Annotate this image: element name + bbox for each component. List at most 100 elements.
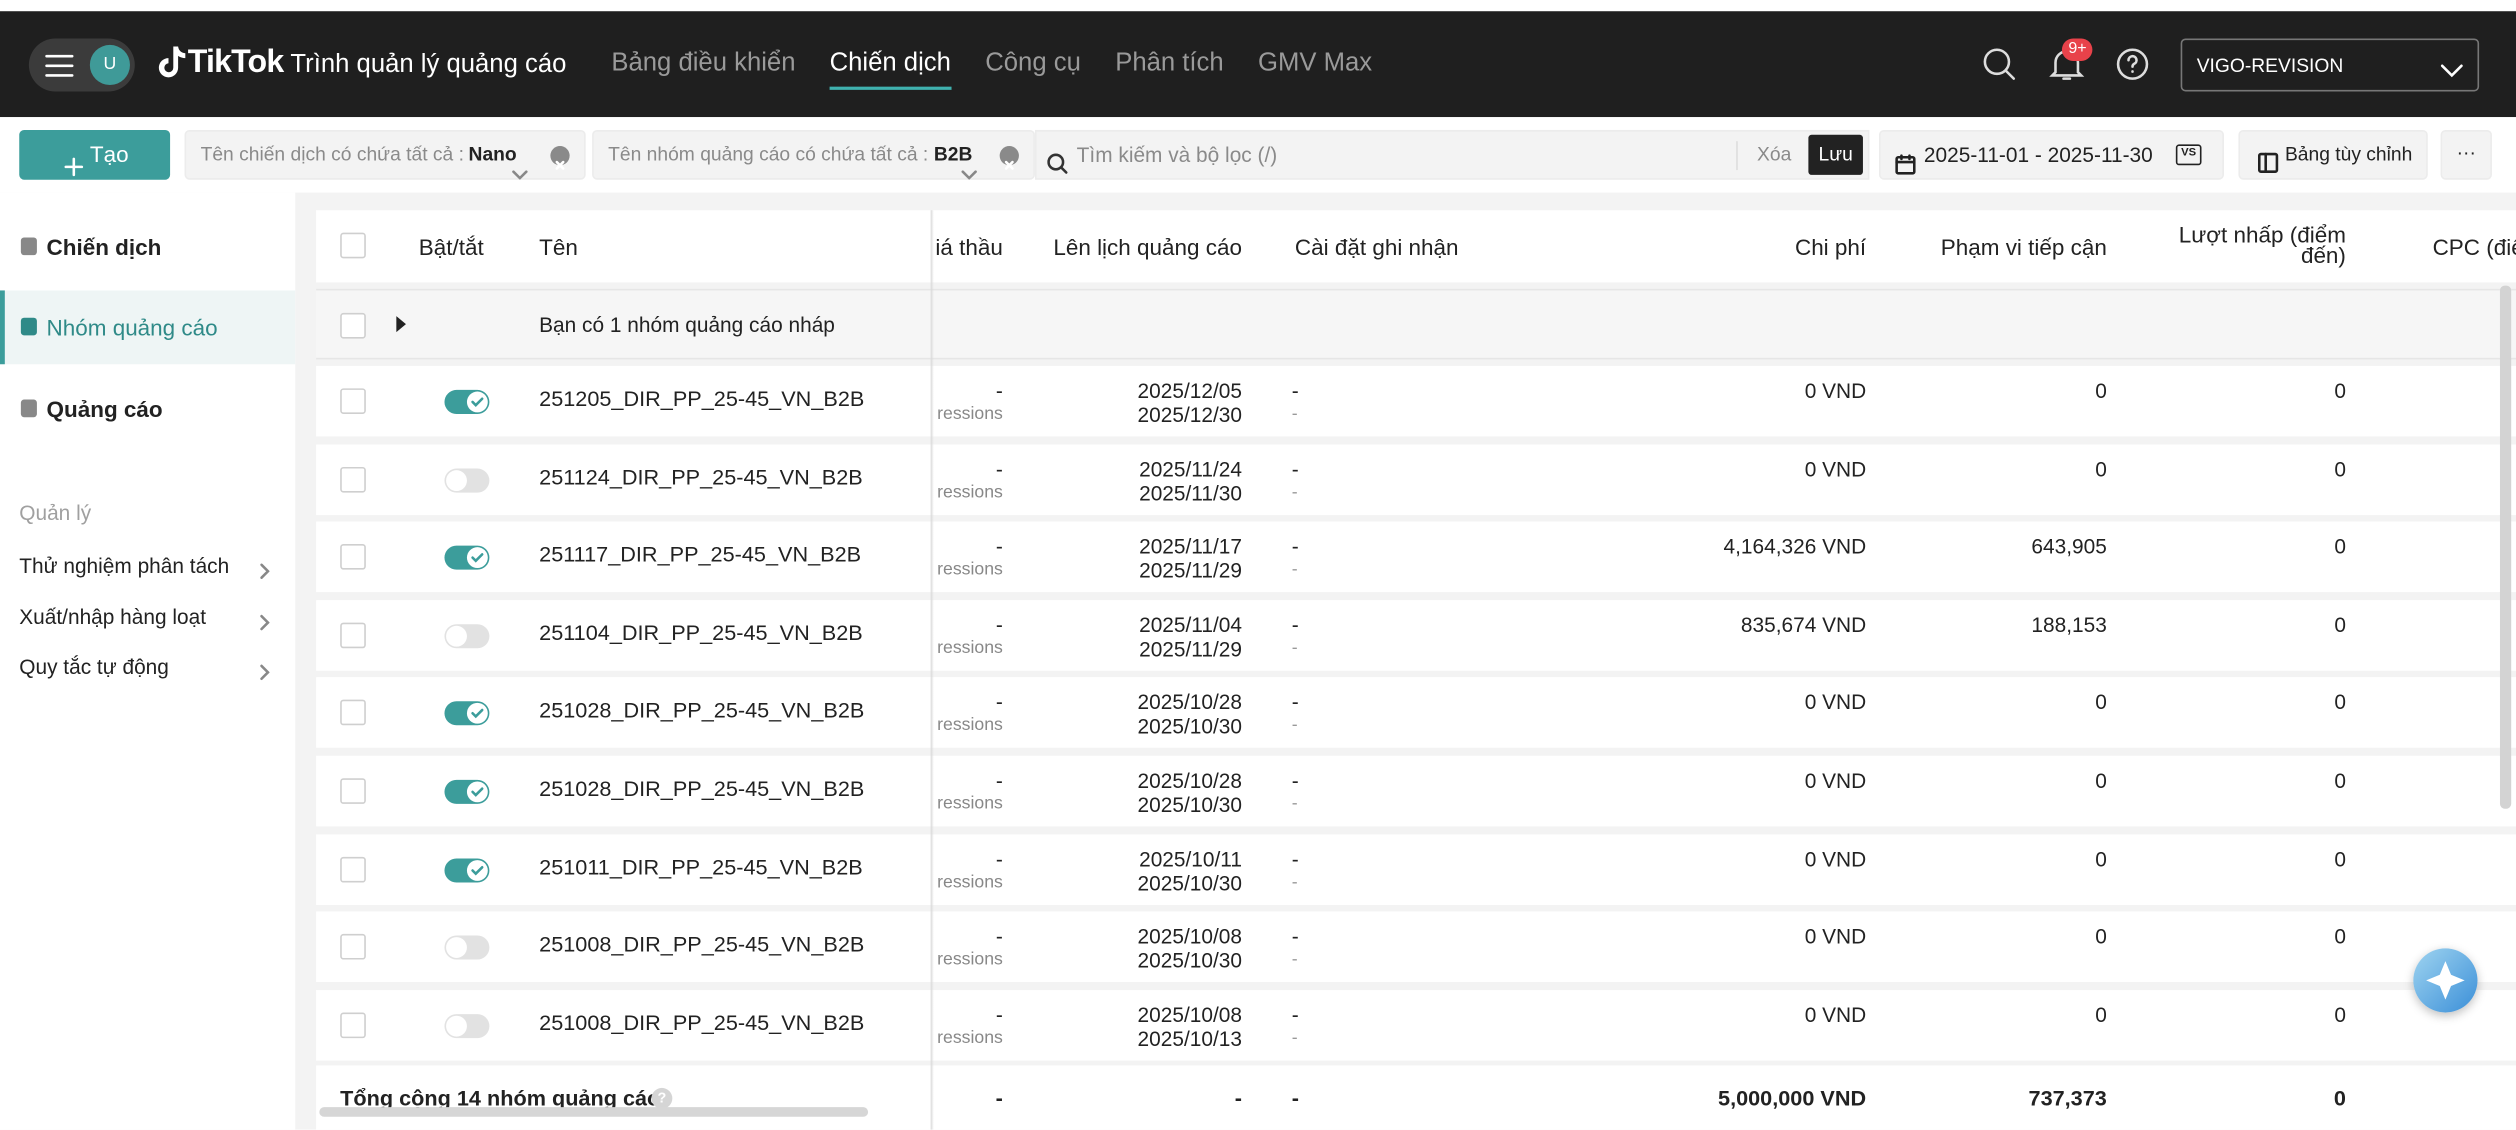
filter-chip[interactable]: Tên chiến dịch có chứa tất cả : Nano	[184, 129, 586, 180]
toggle[interactable]	[444, 857, 490, 882]
h-scrollbar[interactable]	[319, 1107, 869, 1117]
table-row[interactable]: 251104_DIR_PP_25-45_VN_B2B - ressions 2025/…	[316, 599, 2516, 671]
checkbox[interactable]	[340, 388, 366, 414]
checkbox[interactable]	[340, 700, 366, 726]
help-icon[interactable]	[2115, 47, 2150, 90]
divider	[1736, 141, 1738, 171]
badge: 9+	[2061, 38, 2094, 61]
chevron	[260, 659, 270, 688]
draft-row[interactable]: Bạn có 1 nhóm quảng cáo nháp	[316, 288, 2516, 360]
schedule-start: 2025/10/28	[1137, 690, 1242, 715]
assistant-button[interactable]	[2413, 948, 2478, 1013]
column-header[interactable]: CPC (điể	[2432, 234, 2516, 260]
schedule-end: 2025/10/30	[1137, 792, 1242, 817]
nav-item[interactable]: Bảng điều khiển	[611, 49, 796, 78]
column-header[interactable]: Cài đặt ghi nhận	[1294, 234, 1459, 260]
ad-group-name[interactable]: 251028_DIR_PP_25-45_VN_B2B	[539, 776, 865, 801]
table-row[interactable]: 251205_DIR_PP_25-45_VN_B2B - ressions 2025/…	[316, 365, 2516, 437]
checkbox[interactable]	[340, 934, 366, 960]
expand-icon[interactable]	[396, 316, 406, 333]
checkbox[interactable]	[340, 1012, 366, 1038]
reach: 0	[2095, 846, 2107, 871]
clear-all[interactable]: Xóa	[1757, 142, 1792, 166]
column-header[interactable]: Phạm vi tiếp cận	[1940, 234, 2107, 260]
clear-icon[interactable]	[999, 146, 1019, 170]
schedule-end: 2025/10/13	[1137, 1026, 1242, 1051]
custom-columns[interactable]: Bảng tùy chỉnh	[2238, 129, 2428, 180]
schedule-start: 2025/10/28	[1137, 768, 1242, 793]
table-row[interactable]: 251028_DIR_PP_25-45_VN_B2B - ressions 2025/…	[316, 755, 2516, 827]
filter-value: Nano	[468, 142, 517, 166]
menu-button[interactable]: U	[28, 38, 135, 92]
level-tab[interactable]: Quảng cáo	[0, 372, 295, 446]
schedule-start: 2025/11/04	[1139, 612, 1242, 637]
ad-group-name[interactable]: 251124_DIR_PP_25-45_VN_B2B	[539, 464, 863, 489]
column-header[interactable]: Chi phí	[1794, 234, 1867, 260]
table-row[interactable]: 251008_DIR_PP_25-45_VN_B2B - ressions 2025/…	[316, 989, 2516, 1061]
compare-icon[interactable]: VS	[2175, 144, 2202, 166]
nav-item[interactable]: Phân tích	[1115, 49, 1224, 78]
table-row[interactable]: 251117_DIR_PP_25-45_VN_B2B - ressions 2025/…	[316, 521, 2516, 593]
level-tab[interactable]: Chiến dịch	[0, 210, 295, 284]
checkbox[interactable]	[340, 856, 366, 882]
filter-label: Tên chiến dịch có chứa tất cả :	[200, 142, 464, 166]
checkbox[interactable]	[340, 778, 366, 804]
checkbox[interactable]	[340, 622, 366, 648]
search-icon[interactable]	[1982, 47, 2017, 90]
toggle[interactable]	[444, 1013, 490, 1038]
toggle-knob	[466, 703, 488, 725]
attribution: -	[1291, 846, 1299, 871]
toggle[interactable]	[444, 389, 490, 414]
reach: 0	[2095, 1002, 2107, 1027]
toggle[interactable]	[444, 545, 490, 570]
toggle[interactable]	[444, 467, 490, 492]
checkbox[interactable]	[340, 312, 366, 339]
filter-chip[interactable]: Tên nhóm quảng cáo có chứa tất cả : B2B	[592, 129, 1035, 180]
v-scrollbar[interactable]	[2499, 285, 2512, 809]
clear-icon[interactable]	[550, 146, 570, 170]
ad-group-name[interactable]: 251117_DIR_PP_25-45_VN_B2B	[539, 542, 862, 567]
ad-group-name[interactable]: 251008_DIR_PP_25-45_VN_B2B	[539, 1010, 865, 1035]
nav-item[interactable]: Chiến dịch	[829, 50, 951, 90]
account-select[interactable]: VIGO-REVISION	[2180, 38, 2480, 92]
column-header[interactable]: Lên lịch quảng cáo	[1053, 234, 1242, 260]
bid-note: ressions	[937, 872, 1003, 892]
schedule-start: 2025/10/11	[1139, 846, 1242, 871]
column-header[interactable]: iá thầu	[935, 234, 1003, 260]
save-button[interactable]: Lưu	[1808, 134, 1863, 175]
reach: 0	[2095, 924, 2107, 949]
more-button[interactable]: ···	[2440, 129, 2492, 180]
menu-item[interactable]: Xuất/nhập hàng loạt	[0, 600, 295, 635]
date-range[interactable]: 2025-11-01 - 2025-11-30 VS	[1878, 129, 2224, 180]
attribution-note: -	[1291, 560, 1298, 580]
avatar[interactable]: U	[89, 44, 130, 86]
info-icon[interactable]: ?	[651, 1087, 673, 1109]
ad-group-name[interactable]: 251011_DIR_PP_25-45_VN_B2B	[539, 854, 863, 879]
checkbox[interactable]	[340, 466, 366, 492]
toggle[interactable]	[444, 935, 490, 960]
menu-item[interactable]: Thử nghiệm phân tách	[0, 549, 295, 584]
level-label: Nhóm quảng cáo	[46, 314, 218, 341]
checkbox[interactable]	[340, 232, 366, 259]
level-tab[interactable]: Nhóm quảng cáo	[0, 290, 296, 365]
search-box[interactable]: Tìm kiếm và bộ lọc (/) Xóa Lưu	[1034, 129, 1870, 180]
table-row[interactable]: 251011_DIR_PP_25-45_VN_B2B - ressions 2025/…	[316, 833, 2516, 905]
toggle[interactable]	[444, 779, 490, 804]
nav-item[interactable]: GMV Max	[1258, 49, 1373, 78]
column-header[interactable]: Lượt nhấp (điểm đến)	[2178, 221, 2346, 268]
toggle[interactable]	[444, 623, 490, 648]
ad-group-name[interactable]: 251205_DIR_PP_25-45_VN_B2B	[539, 386, 865, 411]
create-button[interactable]: Tạo	[19, 129, 171, 180]
ad-group-name[interactable]: 251008_DIR_PP_25-45_VN_B2B	[539, 932, 865, 957]
menu-item[interactable]: Quy tắc tự động	[0, 650, 295, 685]
ad-group-name[interactable]: 251104_DIR_PP_25-45_VN_B2B	[539, 620, 863, 645]
table-row[interactable]: 251124_DIR_PP_25-45_VN_B2B - ressions 2025/…	[316, 443, 2516, 515]
toggle[interactable]	[444, 701, 490, 726]
level-label: Quảng cáo	[46, 396, 163, 423]
toggle-knob	[446, 469, 467, 491]
table-row[interactable]: 251028_DIR_PP_25-45_VN_B2B - ressions 2025/…	[316, 677, 2516, 749]
ad-group-name[interactable]: 251028_DIR_PP_25-45_VN_B2B	[539, 698, 865, 723]
table-row[interactable]: 251008_DIR_PP_25-45_VN_B2B - ressions 2025/…	[316, 911, 2516, 983]
nav-item[interactable]: Công cụ	[985, 49, 1081, 78]
checkbox[interactable]	[340, 544, 366, 570]
